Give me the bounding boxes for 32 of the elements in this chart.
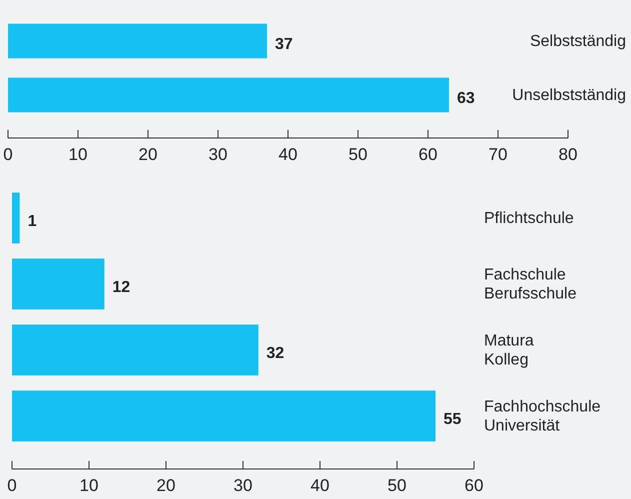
y-tick-label: Pflichtschule	[484, 210, 574, 227]
x-tick-label: 60	[418, 145, 438, 164]
data-label: 37	[275, 36, 293, 53]
x-tick-label: 70	[488, 145, 508, 164]
bar	[12, 390, 436, 442]
bar	[12, 324, 258, 376]
x-tick-label: 50	[348, 145, 368, 164]
x-tick-label: 0	[3, 145, 13, 164]
x-tick-label: 0	[7, 476, 17, 495]
data-label: 32	[266, 345, 284, 362]
x-tick-label: 30	[208, 145, 228, 164]
x-tick-label: 20	[138, 145, 158, 164]
x-tick-label: 20	[156, 476, 176, 495]
x-tick-label: 60	[464, 476, 484, 495]
x-tick-label: 10	[80, 476, 98, 495]
x-tick-label: 10	[68, 145, 88, 164]
data-label: 12	[112, 279, 130, 296]
x-tick-label: 40	[278, 145, 298, 164]
data-label: 55	[444, 411, 462, 428]
y-tick-label: Fachschule Berufsschule	[484, 266, 577, 302]
x-tick-label: 40	[310, 476, 330, 495]
y-tick-label: Unselbstständig	[512, 87, 626, 104]
y-tick-label: Matura Kolleg	[484, 332, 534, 368]
bar	[12, 192, 20, 244]
bar	[12, 258, 104, 310]
x-tick-label: 50	[388, 476, 406, 495]
y-tick-label: Selbstständig	[530, 33, 626, 50]
x-tick-label: 30	[234, 476, 252, 495]
x-tick-label: 80	[558, 145, 578, 164]
y-tick-label: Fachhochschule Universität	[484, 398, 601, 434]
data-label: 63	[457, 90, 475, 107]
data-label: 1	[28, 213, 37, 230]
